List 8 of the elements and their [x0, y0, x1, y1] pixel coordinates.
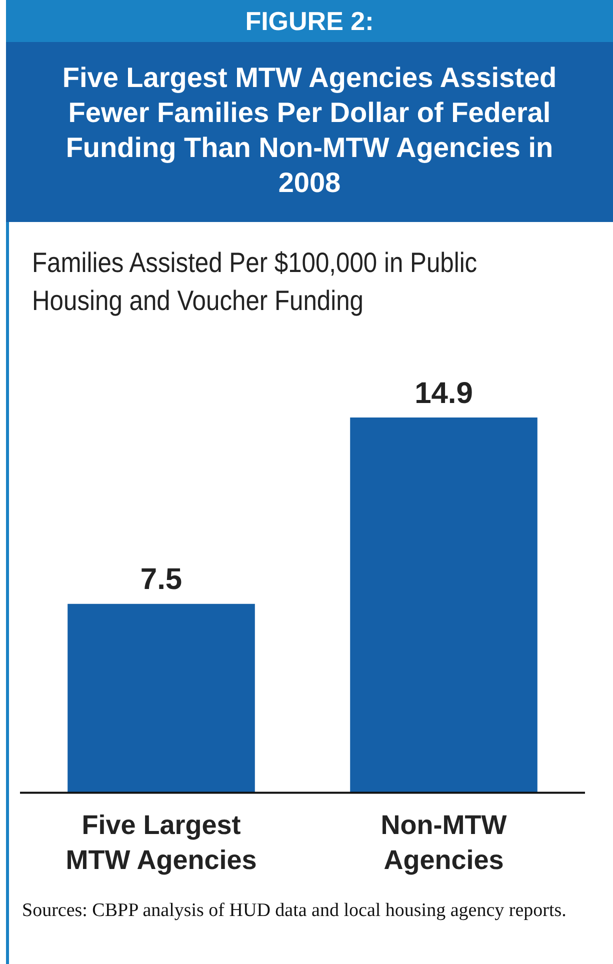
y-axis-title: Families Assisted Per $100,000 in Public Housing and Voucher Funding — [32, 246, 478, 318]
data-label: 7.5 — [140, 563, 182, 596]
chart-subtitle: Five Largest MTW Agencies Assisted Fewer Families Per Dollar of Federal Funding Than Non-MTW Agencies in 2008 — [6, 42, 613, 222]
x-tick-label: Non-MTW Agencies — [380, 810, 508, 875]
chart-title: FIGURE 2: — [6, 0, 613, 42]
x-tick-label: Five Largest MTW Agencies — [66, 810, 257, 875]
source-note: Sources: CBPP analysis of HUD data and local housing agency reports. — [22, 899, 568, 923]
data-label: 14.9 — [414, 376, 473, 410]
